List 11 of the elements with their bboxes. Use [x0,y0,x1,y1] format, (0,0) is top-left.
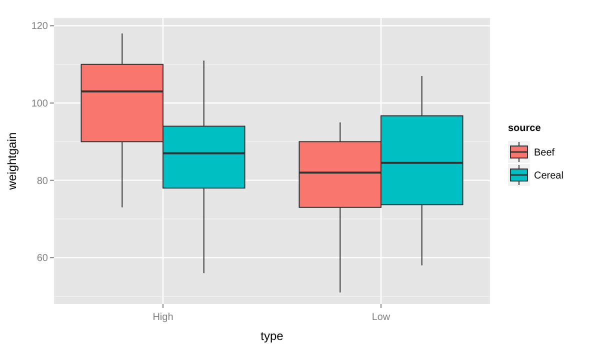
legend-label: Cereal [534,170,564,182]
y-tick-label: 60 [36,253,48,264]
legend-title: source [508,123,542,134]
y-tick-label: 100 [31,98,48,110]
x-tick-label: Low [372,312,391,323]
y-axis-title: weightgain [5,132,19,191]
x-axis-title: type [260,329,284,343]
x-tick-label: High [152,312,174,323]
y-tick-label: 80 [36,176,48,187]
legend-label: Beef [534,148,555,158]
y-tick-label: 120 [31,21,48,32]
